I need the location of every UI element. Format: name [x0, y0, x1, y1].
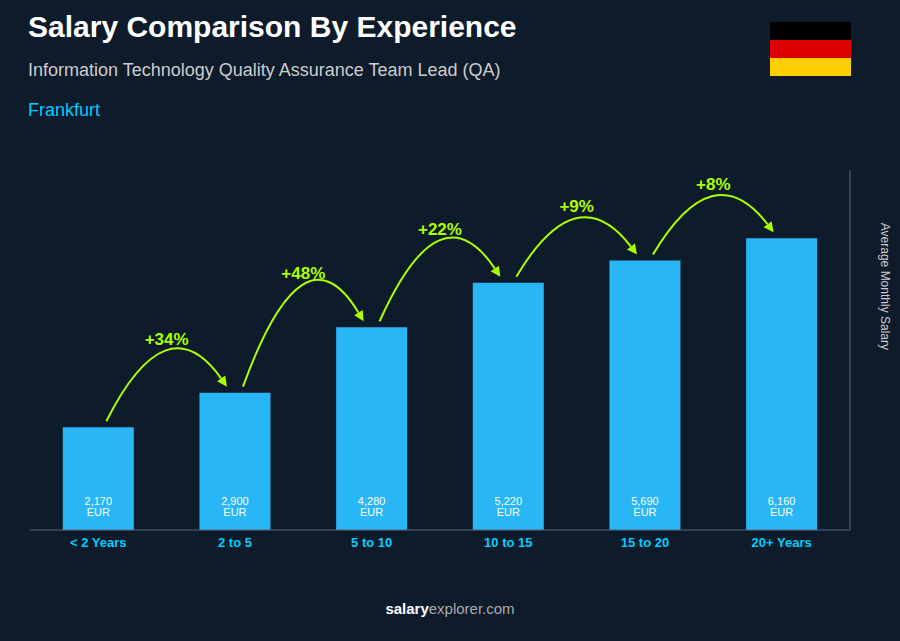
svg-text:+8%: +8% — [696, 175, 731, 194]
html-text:salary explorer.com: salary explorer.com — [385, 600, 515, 617]
html-text:Information Technology Quality: Information Technology Quality Assurance… — [28, 60, 501, 80]
svg-text:4,280EUR: 4,280EUR — [358, 495, 386, 518]
svg-text:2 to 5: 2 to 5 — [218, 535, 252, 550]
svg-text:2,900EUR: 2,900EUR — [221, 495, 249, 518]
svg-text:+34%: +34% — [145, 330, 189, 349]
html-text:Frankfurt: Frankfurt — [28, 100, 100, 120]
svg-text:6,160EUR: 6,160EUR — [768, 495, 796, 518]
svg-text:+48%: +48% — [281, 264, 325, 283]
svg-text:2,170EUR: 2,170EUR — [85, 495, 113, 518]
svg-text:5 to 10: 5 to 10 — [351, 535, 392, 550]
svg-text:15 to 20: 15 to 20 — [621, 535, 669, 550]
svg-text:10 to 15: 10 to 15 — [484, 535, 532, 550]
svg-text:< 2 Years: < 2 Years — [70, 535, 127, 550]
svg-text:20+ Years: 20+ Years — [752, 535, 812, 550]
svg-text:+9%: +9% — [559, 197, 594, 216]
svg-text:Average Monthly Salary: Average Monthly Salary — [878, 223, 892, 350]
svg-text:5,690EUR: 5,690EUR — [631, 495, 659, 518]
html-text:Salary Comparison By Experienc: Salary Comparison By Experience — [28, 10, 517, 43]
svg-text:+22%: +22% — [418, 220, 462, 239]
svg-text:5,220EUR: 5,220EUR — [495, 495, 523, 518]
